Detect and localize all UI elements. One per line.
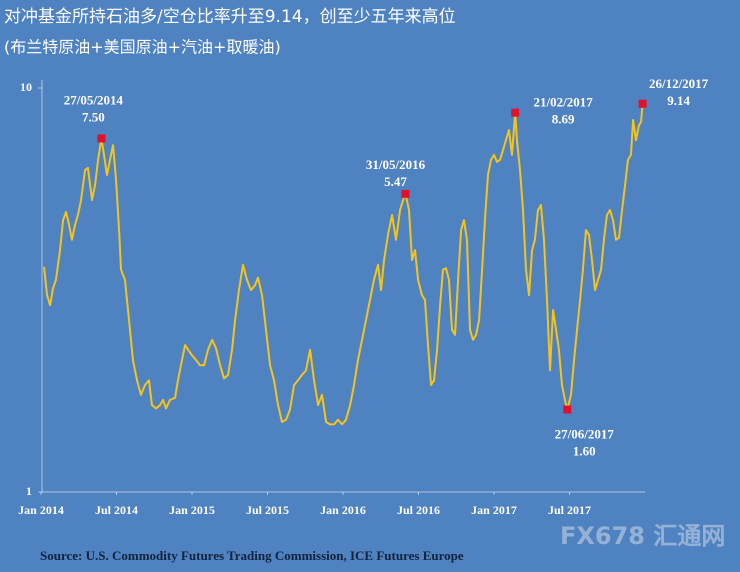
source-note: Source: U.S. Commodity Futures Trading C…: [40, 548, 464, 563]
chart-subtitle: (布兰特原油+美国原油+汽油+取暖油): [4, 38, 281, 57]
y-tick-label: 10: [20, 80, 32, 94]
x-tick-label: Jul 2016: [397, 503, 440, 517]
x-tick-label: Jul 2014: [95, 503, 138, 517]
x-tick-label: Jan 2016: [320, 503, 366, 517]
annotation-date: 31/05/2016: [366, 157, 426, 172]
annotation-date: 21/02/2017: [534, 95, 594, 110]
x-tick-label: Jul 2017: [548, 503, 591, 517]
annotation-value: 8.69: [552, 112, 575, 127]
annotation-value: 7.50: [82, 109, 105, 124]
highlight-marker: [97, 134, 106, 143]
y-tick-label: 1: [26, 484, 32, 498]
x-tick-label: Jan 2017: [471, 503, 517, 517]
annotation-date: 27/05/2014: [64, 92, 124, 107]
annotation-value: 5.47: [384, 174, 407, 189]
x-tick-label: Jan 2015: [169, 503, 215, 517]
annotation-date: 27/06/2017: [555, 427, 615, 442]
annotation-date: 26/12/2017: [649, 76, 709, 91]
x-tick-label: Jan 2014: [18, 503, 64, 517]
x-tick-label: Jul 2015: [246, 503, 289, 517]
watermark: FX678 汇通网: [560, 522, 725, 550]
chart-title: 对冲基金所持石油多/空仓比率升至9.14，创至少五年来高位: [4, 7, 456, 27]
highlight-marker: [563, 405, 572, 414]
highlight-marker: [638, 99, 647, 108]
highlight-marker: [511, 108, 520, 117]
highlight-marker: [401, 189, 410, 198]
data-line: [43, 103, 644, 426]
annotation-value: 1.60: [573, 444, 596, 459]
annotation-value: 9.14: [667, 93, 690, 108]
